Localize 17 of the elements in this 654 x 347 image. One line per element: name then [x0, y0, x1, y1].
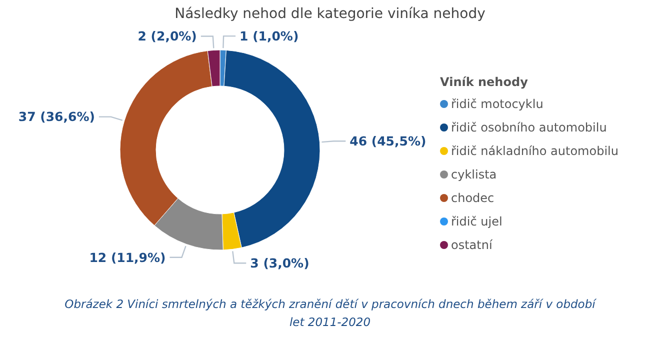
data-label: 37 (36,6%) [18, 109, 95, 124]
legend-label: ostatní [451, 238, 493, 252]
data-label: 2 (2,0%) [138, 28, 197, 44]
data-label: 1 (1,0%) [240, 28, 299, 44]
text: Obrázek 2 Viníci smrtelných a těžkých zranění dětí v pracovních dnech během září v období let 2011-2020 [64, 297, 598, 329]
legend-label: chodec [451, 191, 494, 206]
legend-label: řidič osobního automobilu [451, 120, 607, 135]
data-label: 46 (45,5%) [350, 134, 426, 149]
legend-title: Viník nehody [440, 75, 528, 90]
donut-slice [224, 50, 320, 248]
legend-label: řidič nákladního automobilu [451, 144, 618, 158]
legend-label: cyklista [451, 168, 497, 182]
legend-label: řidič motocyklu [451, 97, 544, 112]
data-label: 12 (11,9%) [89, 250, 166, 265]
data-label: 3 (3,0%) [250, 255, 310, 270]
chart-title: Následky nehod dle kategorie viníka nehody [174, 6, 486, 22]
legend-label: řidič ujel [451, 214, 502, 229]
